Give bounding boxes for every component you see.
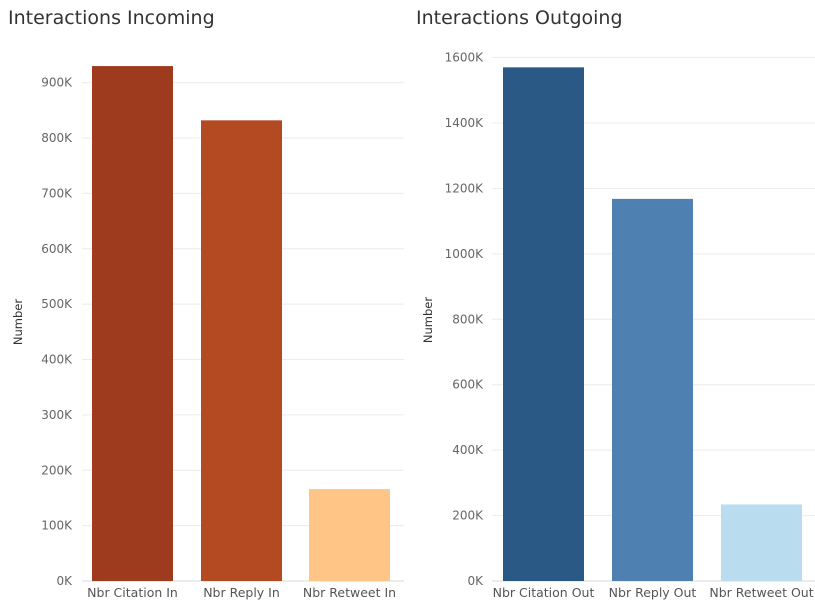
chart-2-y-axis-label: Number bbox=[421, 297, 435, 343]
chart-2-y-tick-label: 200K bbox=[452, 509, 484, 523]
chart-2-bar-2 bbox=[612, 198, 693, 582]
chart-2-title: Interactions Outgoing bbox=[416, 7, 623, 29]
chart-1-y-axis-label: Number bbox=[11, 299, 25, 345]
chart-2-bar-3 bbox=[721, 504, 802, 581]
chart-2-y-tick-label: 800K bbox=[452, 312, 484, 326]
chart-1-y-tick-label: 900K bbox=[41, 76, 73, 90]
chart-1-category-label: Nbr Reply In bbox=[203, 585, 280, 600]
chart-2-bar-1 bbox=[503, 67, 584, 581]
chart-1-bar-1 bbox=[92, 66, 173, 582]
chart-2-y-tick-label: 1200K bbox=[445, 181, 485, 195]
chart-1-y-tick-label: 500K bbox=[41, 297, 73, 311]
chart-2-category-label: Nbr Retweet Out bbox=[709, 585, 813, 600]
chart-1-y-tick-label: 800K bbox=[41, 131, 73, 145]
chart-2-y-tick-label: 0K bbox=[467, 574, 484, 588]
chart-1-category-label: Nbr Retweet In bbox=[303, 585, 396, 600]
chart-1-y-tick-label: 300K bbox=[41, 408, 73, 422]
chart-1-y-tick-label: 200K bbox=[41, 463, 73, 477]
chart-1-bar-3 bbox=[309, 489, 390, 581]
chart-1-category-label: Nbr Citation In bbox=[87, 585, 178, 600]
chart-2-y-tick-label: 400K bbox=[452, 443, 484, 457]
chart-2-category-label: Nbr Reply Out bbox=[609, 585, 697, 600]
chart-2-y-tick-label: 1600K bbox=[445, 51, 485, 65]
chart-1-title: Interactions Incoming bbox=[8, 7, 215, 29]
chart-2-y-tick-label: 1400K bbox=[445, 116, 485, 130]
chart-2-category-label: Nbr Citation Out bbox=[493, 585, 595, 600]
chart-2-y-tick-label: 1000K bbox=[445, 247, 485, 261]
chart-1-y-tick-label: 400K bbox=[41, 353, 73, 367]
chart-1-y-tick-label: 700K bbox=[41, 186, 73, 200]
chart-1-y-tick-label: 600K bbox=[41, 242, 73, 256]
chart-1-bar-2 bbox=[201, 120, 282, 581]
chart-1-y-tick-label: 0K bbox=[56, 574, 73, 588]
chart-2-y-tick-label: 600K bbox=[452, 378, 484, 392]
chart-1-y-tick-label: 100K bbox=[41, 519, 73, 533]
